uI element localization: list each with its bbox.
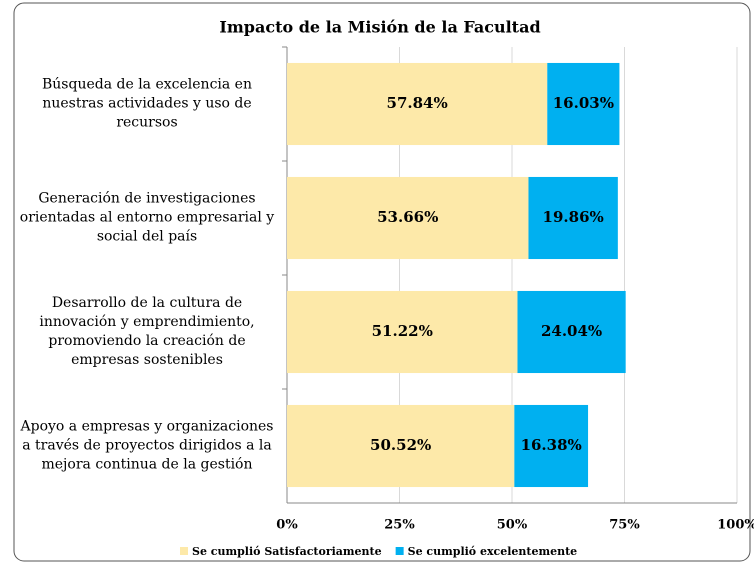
data-label: 51.22%	[372, 322, 433, 340]
legend-swatch	[180, 547, 188, 555]
data-label: 16.38%	[521, 436, 582, 454]
legend-swatch	[395, 547, 404, 555]
x-tick-label: 75%	[609, 518, 640, 533]
bar	[287, 290, 518, 374]
bar	[287, 404, 515, 488]
bar	[517, 290, 626, 374]
bar	[547, 62, 620, 146]
data-label: 53.66%	[377, 208, 438, 226]
data-label: 57.84%	[387, 94, 448, 112]
bar	[287, 62, 548, 146]
legend-label: Se cumplió Satisfactoriamente	[192, 545, 382, 558]
bar	[528, 176, 618, 260]
y-tick-label: Generación de investigaciones orientadas…	[19, 190, 275, 245]
x-tick-label: 0%	[276, 518, 298, 533]
x-tick-label: 100%	[717, 518, 754, 533]
bar	[287, 176, 529, 260]
chart-title: Impacto de la Misión de la Facultad	[219, 18, 540, 37]
y-tick-label: Desarrollo de la cultura de innovación y…	[39, 295, 255, 368]
x-tick-label: 25%	[384, 518, 415, 533]
y-tick-label: Búsqueda de la excelencia en nuestras ac…	[42, 76, 252, 131]
data-label: 50.52%	[370, 436, 431, 454]
legend-label: Se cumplió excelentemente	[408, 545, 578, 558]
y-tick-label: Apoyo a empresas y organizaciones a trav…	[20, 418, 274, 473]
x-tick-label: 50%	[497, 518, 528, 533]
data-label: 16.03%	[553, 94, 614, 112]
data-label: 24.04%	[541, 322, 602, 340]
bar	[514, 404, 589, 488]
data-label: 19.86%	[543, 208, 604, 226]
